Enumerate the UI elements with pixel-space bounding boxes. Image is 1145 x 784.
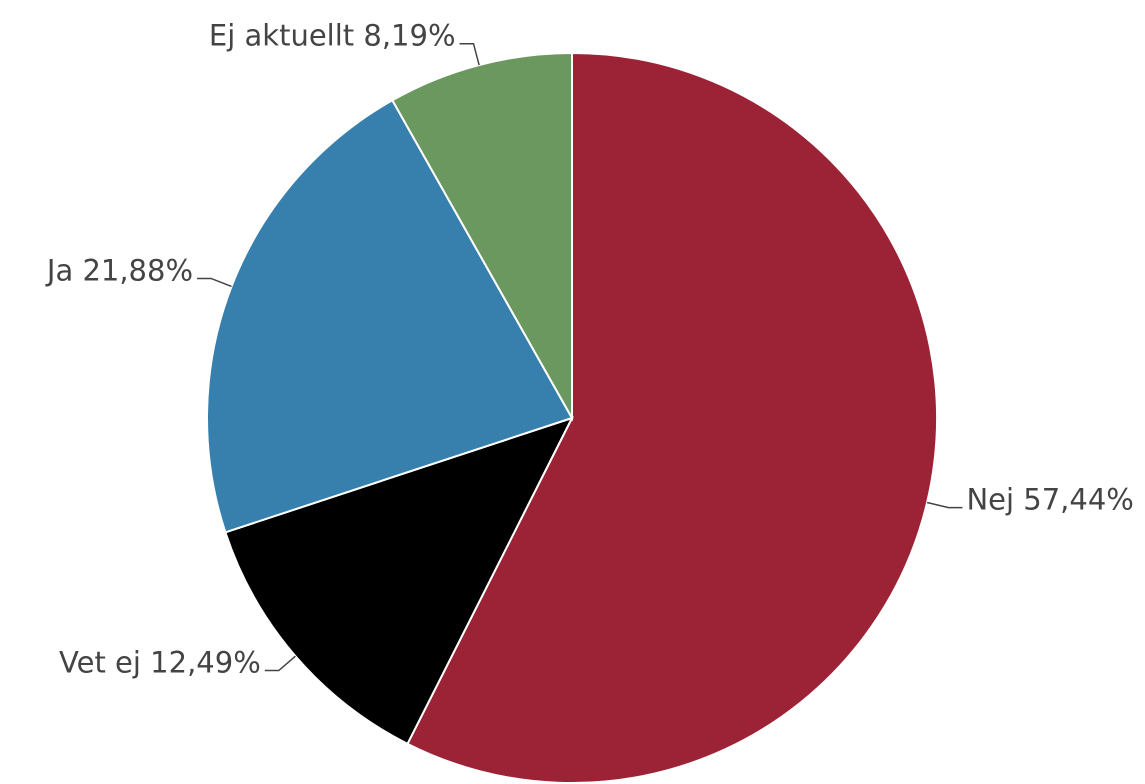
slice-value: 8,19% (363, 19, 455, 53)
slice-label: Ej aktuellt 8,19% (209, 19, 456, 53)
slice-name: Ja (45, 253, 73, 287)
label-connector (197, 277, 232, 288)
pie-slice (224, 416, 574, 746)
slice-label: Vet ej 12,49% (59, 646, 261, 680)
slice-label: Ja 21,88% (45, 253, 193, 287)
pie-slice (406, 51, 938, 784)
slice-value: 57,44% (1023, 483, 1134, 517)
slice-label: Nej 57,44% (966, 483, 1133, 517)
slice-name: Vet ej (59, 646, 141, 680)
slice-name: Nej (966, 483, 1014, 517)
label-connector (459, 42, 480, 66)
pie-slice (206, 98, 574, 534)
slice-value: 12,49% (150, 646, 261, 680)
label-connector (264, 655, 296, 672)
slice-value: 21,88% (82, 253, 193, 287)
slice-name: Ej aktuellt (209, 19, 354, 53)
label-connector (926, 501, 963, 509)
